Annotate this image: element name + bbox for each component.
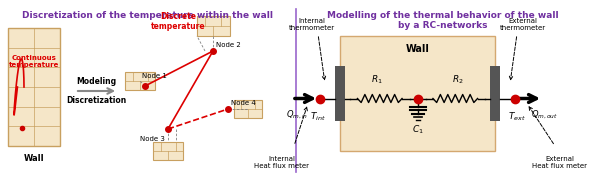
- Text: $T_{int}$: $T_{int}$: [310, 110, 326, 123]
- Text: Node 1: Node 1: [142, 73, 167, 79]
- Text: $T_{ext}$: $T_{ext}$: [508, 110, 526, 123]
- Text: External
Heat flux meter: External Heat flux meter: [532, 156, 587, 169]
- Text: $Q_{m,out}$: $Q_{m,out}$: [532, 108, 558, 121]
- FancyBboxPatch shape: [197, 16, 230, 36]
- Text: $R_2$: $R_2$: [452, 74, 464, 87]
- FancyBboxPatch shape: [340, 36, 495, 151]
- Text: Node 2: Node 2: [216, 42, 241, 48]
- Text: $Q_{m,in}$: $Q_{m,in}$: [286, 108, 308, 121]
- Text: External
thermometer: External thermometer: [500, 18, 546, 31]
- Text: $C_1$: $C_1$: [411, 123, 423, 136]
- Text: $R_1$: $R_1$: [371, 74, 382, 87]
- Text: Internal
Heat flux meter: Internal Heat flux meter: [255, 156, 310, 169]
- Text: Modeling: Modeling: [76, 77, 117, 86]
- Text: Modelling of the thermal behavior of the wall
by a RC-networks: Modelling of the thermal behavior of the…: [327, 11, 559, 30]
- FancyBboxPatch shape: [153, 142, 183, 160]
- Text: Discretization of the temperature within the wall: Discretization of the temperature within…: [22, 11, 274, 20]
- FancyBboxPatch shape: [125, 72, 155, 90]
- Text: Discrete
temperature: Discrete temperature: [151, 12, 205, 31]
- Bar: [490, 66, 500, 121]
- Text: Internal
thermometer: Internal thermometer: [289, 18, 335, 31]
- Text: Wall: Wall: [406, 44, 429, 54]
- Text: Node 3: Node 3: [140, 136, 165, 142]
- Text: Wall: Wall: [24, 154, 44, 163]
- FancyBboxPatch shape: [8, 28, 60, 146]
- Text: Continuous
temperature: Continuous temperature: [9, 54, 59, 68]
- Text: Node 4: Node 4: [231, 100, 256, 106]
- Text: Discretization: Discretization: [66, 96, 127, 105]
- Bar: [335, 66, 345, 121]
- FancyBboxPatch shape: [234, 100, 262, 118]
